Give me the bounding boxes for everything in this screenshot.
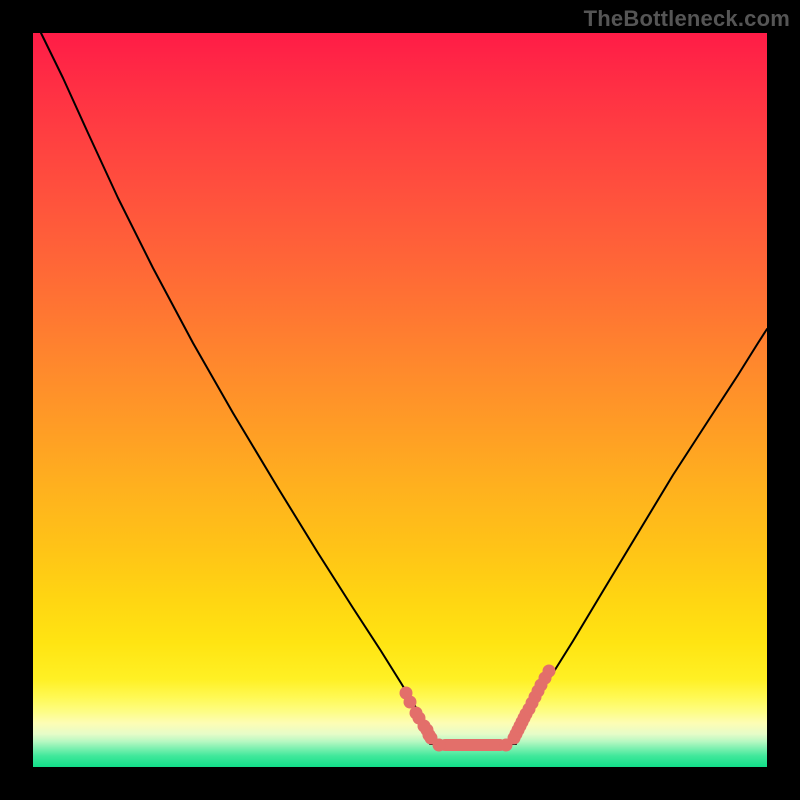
marker-dot (543, 665, 556, 678)
marker-dot (404, 696, 417, 709)
marker-dot (433, 739, 446, 752)
watermark-text: TheBottleneck.com (584, 6, 790, 32)
gradient-background (33, 33, 767, 767)
marker-bar (439, 739, 506, 751)
bottleneck-chart (0, 0, 800, 800)
chart-frame: TheBottleneck.com (0, 0, 800, 800)
plot-area (33, 33, 767, 767)
marker-dot (500, 739, 513, 752)
